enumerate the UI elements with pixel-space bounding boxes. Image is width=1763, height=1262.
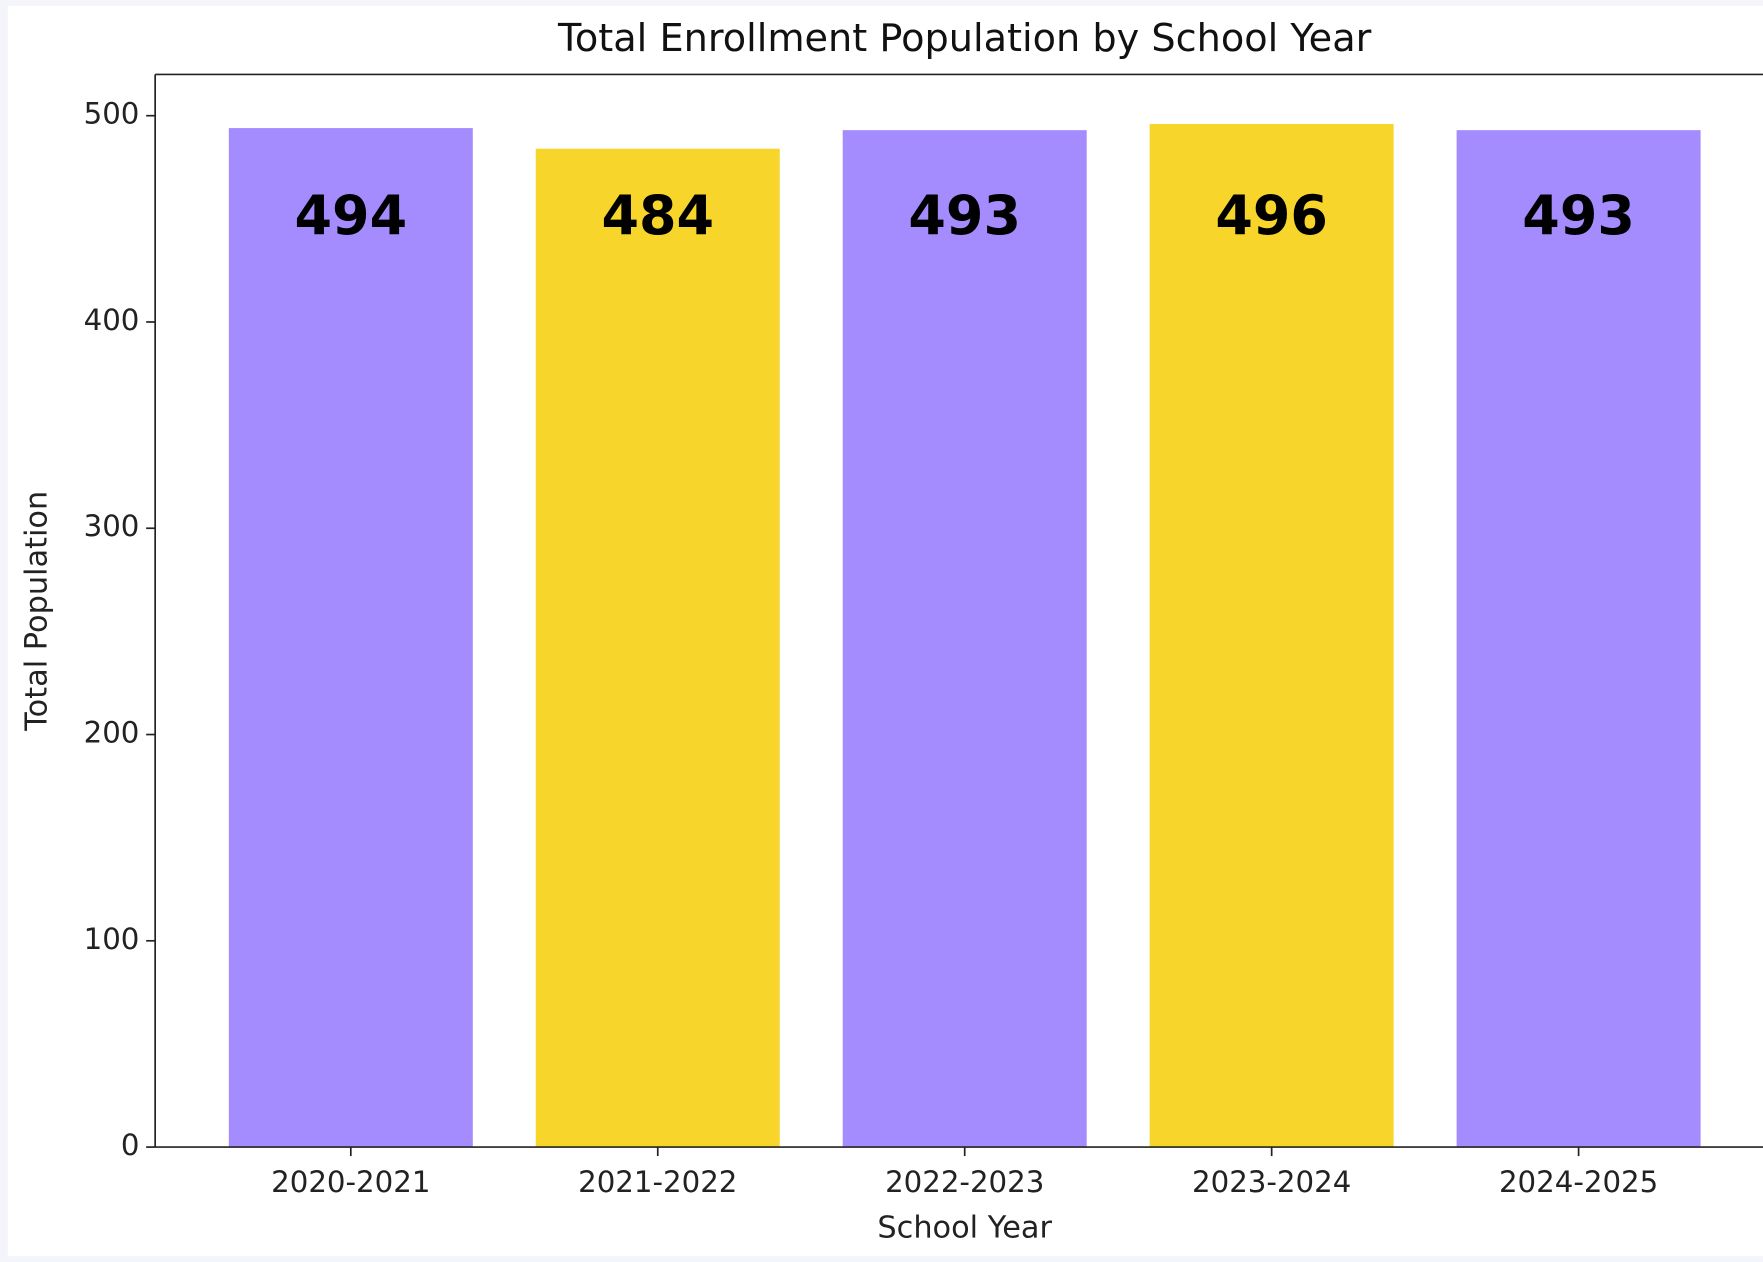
y-tick-label: 200	[84, 716, 140, 750]
chart-title: Total Enrollment Population by School Ye…	[557, 17, 1372, 61]
value-label: 493	[1522, 184, 1635, 247]
x-tick-label: 2020-2021	[271, 1165, 430, 1199]
value-label: 484	[601, 184, 714, 247]
y-tick-label: 100	[84, 922, 140, 956]
value-label: 494	[294, 184, 407, 247]
x-tick-label: 2024-2025	[1499, 1165, 1658, 1199]
value-label: 496	[1215, 184, 1328, 247]
x-tick-label: 2021-2022	[578, 1165, 737, 1199]
bar	[1149, 123, 1394, 1148]
bar	[842, 130, 1087, 1148]
bar	[228, 128, 473, 1148]
y-tick-label: 400	[84, 303, 140, 337]
y-tick-label: 500	[84, 97, 140, 131]
y-tick-label: 0	[121, 1128, 140, 1162]
bar	[1456, 130, 1701, 1148]
x-axis-title: School Year	[877, 1211, 1052, 1246]
value-label: 493	[908, 184, 1021, 247]
x-tick-label: 2023-2024	[1192, 1165, 1351, 1199]
y-axis-title: Total Population	[20, 491, 55, 732]
bar	[535, 148, 780, 1148]
x-tick-label: 2022-2023	[885, 1165, 1044, 1199]
y-tick-label: 300	[84, 509, 140, 543]
